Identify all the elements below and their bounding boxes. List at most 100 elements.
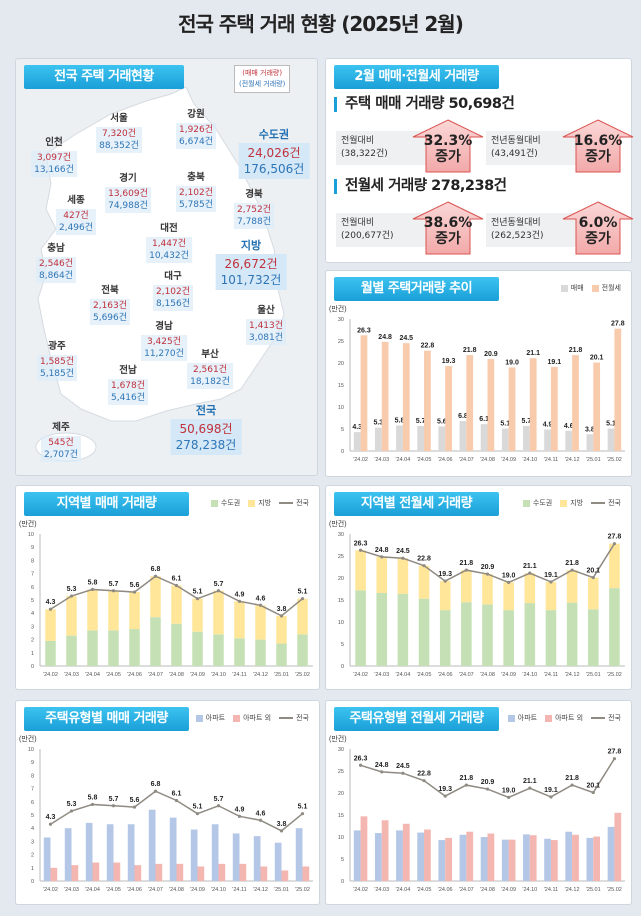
chart-plot: (만건) 0 5 10 15 20 25 30 '24.02 '24.03 '24.04 '24.05…	[329, 519, 625, 678]
legend-swatch	[591, 284, 599, 292]
summary-panel: 2월 매매·전월세 거래량 주택 매매 거래량 50,698건 전월대비 (38,3…	[325, 58, 634, 263]
x-tick-label: '24.08	[480, 457, 495, 463]
region-values: 427건 2,496건	[55, 209, 97, 235]
data-label: 19.3	[438, 786, 452, 793]
data-label: 4.6	[256, 595, 266, 602]
bar	[445, 366, 452, 451]
legend-item: 전국	[591, 498, 621, 508]
chart-legend: 아파트 아파트 외 전국	[507, 713, 621, 723]
line-point	[401, 556, 405, 560]
bar-segment	[255, 605, 266, 640]
up-arrow-icon	[562, 119, 634, 173]
summary-title: 2월 매매·전월세 거래량	[334, 65, 499, 89]
y-tick-label: 1	[31, 866, 34, 872]
x-tick-label: '25.02	[607, 457, 622, 463]
bar	[239, 863, 247, 881]
legend-item: 수도권	[522, 498, 552, 508]
y-axis-unit: (만건)	[329, 519, 347, 528]
bar	[71, 865, 79, 881]
bar	[445, 837, 452, 881]
bar	[43, 837, 51, 881]
bar	[374, 427, 382, 451]
line-point	[591, 790, 595, 795]
bar	[417, 425, 425, 451]
data-label: 22.8	[421, 343, 435, 350]
legend-label: 아파트 외	[555, 714, 584, 722]
x-tick-label: '24.05	[106, 672, 121, 678]
line-point	[153, 574, 158, 578]
x-tick-label: '24.11	[544, 887, 558, 893]
line-point	[570, 783, 574, 787]
x-tick-label: '25.01	[274, 672, 289, 678]
bar	[424, 350, 431, 451]
bar	[466, 355, 474, 451]
line-point	[132, 805, 137, 809]
y-tick-label: 5	[341, 427, 344, 433]
legend-line-swatch	[279, 717, 294, 719]
bar	[459, 834, 467, 881]
legend-item: 전국	[279, 713, 309, 723]
y-tick-label: 8	[31, 558, 34, 564]
region-name: 광주	[48, 341, 66, 352]
region-values: 24,026건 176,506건	[238, 143, 310, 179]
y-tick-label: 3	[31, 839, 34, 845]
x-tick-label: '25.02	[607, 672, 622, 678]
legend-label: 전국	[296, 499, 309, 507]
line-point	[195, 812, 200, 816]
chart-title: 지역별 전월세 거래량	[334, 492, 499, 516]
bar	[614, 328, 622, 451]
bar	[550, 366, 558, 451]
data-label: 4.9	[235, 591, 245, 598]
region-label: 세종 427건 2,496건	[55, 195, 97, 235]
bar	[295, 828, 303, 881]
legend-swatch	[195, 714, 203, 722]
bar	[614, 812, 622, 881]
region-label: 전북 2,163건 5,696건	[89, 285, 131, 325]
legend-label: 전국	[608, 499, 621, 507]
line-point	[279, 614, 284, 618]
legend-line-swatch	[591, 502, 606, 504]
x-tick-label: '24.08	[169, 672, 184, 678]
data-label: 5.7	[522, 418, 532, 425]
data-label: 19.3	[442, 358, 456, 365]
region-name: 세종	[67, 195, 85, 206]
bar	[134, 865, 142, 881]
x-tick-label: '25.01	[586, 672, 601, 678]
legend-sale: (매매 거래량)	[242, 69, 283, 77]
data-label: 6.1	[479, 416, 489, 423]
region-name: 대구	[164, 271, 182, 282]
region-values: 2,546건 8,864건	[35, 257, 77, 283]
line-point	[279, 829, 284, 833]
bar-segment	[234, 601, 245, 639]
line-point	[612, 757, 617, 761]
line-point	[528, 571, 532, 575]
bar	[572, 834, 579, 881]
data-label: 6.1	[172, 790, 182, 797]
data-label: 5.7	[109, 581, 119, 588]
bar	[607, 428, 615, 451]
bar-segment	[276, 615, 287, 644]
change-direction: 증가	[435, 231, 461, 247]
region-values: 2,163건 5,696건	[89, 299, 131, 325]
y-tick-label: 4	[31, 826, 34, 832]
y-tick-label: 20	[338, 361, 344, 367]
legend-swatch	[545, 714, 553, 722]
region-label: 경북 2,752건 7,788건	[233, 189, 275, 229]
bar	[113, 862, 121, 881]
region-label: 인천 3,097건 13,166건	[31, 137, 77, 177]
line-point	[69, 594, 74, 598]
x-tick-label: '24.02	[353, 457, 368, 463]
data-label: 4.9	[235, 806, 245, 813]
x-tick-label: '24.10	[211, 672, 226, 678]
change-percent: 32.3%	[423, 133, 473, 149]
bar	[523, 425, 530, 451]
bar	[360, 335, 368, 451]
x-tick-label: '24.07	[459, 672, 474, 678]
line-point	[258, 603, 263, 607]
type-rent-chart-panel: 주택유형별 전월세 거래량 아파트 아파트 외 전국 (만건) 0 5 10 15 20 25 30 '…	[325, 700, 632, 905]
sale-count: 2,561건	[192, 365, 228, 375]
legend-item: 아파트 외	[233, 713, 271, 723]
region-name: 경기	[119, 173, 137, 184]
sale-count: 2,102건	[178, 188, 214, 198]
y-tick-label: 5	[31, 813, 34, 819]
